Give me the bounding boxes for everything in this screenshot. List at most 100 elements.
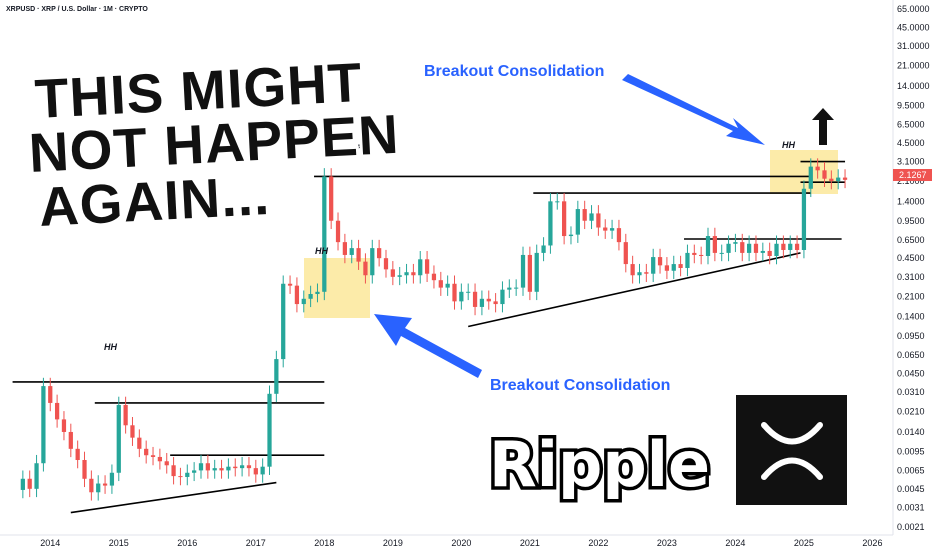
candle-body xyxy=(842,177,848,180)
candle-body xyxy=(774,243,779,257)
candle-body xyxy=(82,460,87,479)
candle-body xyxy=(794,243,800,250)
candle-body xyxy=(657,257,663,266)
candle-body xyxy=(20,478,25,490)
price-tick-label: 0.0450 xyxy=(897,368,925,378)
candle-body xyxy=(753,243,759,253)
candle-body xyxy=(294,285,300,305)
level-line xyxy=(468,252,801,328)
candle-body xyxy=(418,259,423,276)
time-tick-label: 2021 xyxy=(520,538,540,548)
price-tick-label: 0.1400 xyxy=(897,312,925,322)
candle-body xyxy=(746,243,752,253)
candle-body xyxy=(726,243,731,253)
price-axis[interactable]: 65.0000 45.0000 31.0000 21.0000 14.0000 9.500… xyxy=(897,4,930,532)
price-tick-label: 2.1000 xyxy=(897,176,925,186)
hh-label-2018: HH xyxy=(357,143,370,153)
candle-body xyxy=(178,476,183,478)
candle-body xyxy=(411,272,416,276)
price-tick-label: 45.0000 xyxy=(897,23,930,33)
candle-body xyxy=(493,301,498,305)
price-tag-bg xyxy=(893,169,932,181)
candle-body xyxy=(281,283,286,360)
candle-body xyxy=(514,287,519,289)
candle-body xyxy=(678,264,683,268)
candle-body xyxy=(459,291,464,302)
candle-body xyxy=(68,431,73,449)
price-tick-label: 0.0095 xyxy=(897,446,925,456)
candle-body xyxy=(438,280,443,288)
candle-body xyxy=(692,252,697,255)
price-tick-label: 0.0310 xyxy=(897,387,925,397)
candle-body xyxy=(616,228,622,243)
price-tick-label: 0.0045 xyxy=(897,484,925,494)
candle-body xyxy=(267,393,272,467)
candle-body xyxy=(48,386,53,403)
candle-body xyxy=(623,242,628,265)
price-tick-label: 21.0000 xyxy=(897,61,930,71)
hh-label-2014: HH xyxy=(104,342,117,352)
candle-body xyxy=(815,166,820,171)
candle-body xyxy=(404,272,409,276)
candle-body xyxy=(719,252,724,254)
candle-body xyxy=(335,220,341,243)
candle-body xyxy=(96,483,101,493)
candle-body xyxy=(397,275,402,277)
time-tick-label: 2025 xyxy=(794,538,814,548)
candle-body xyxy=(788,243,793,250)
candle-body xyxy=(342,242,347,255)
price-tick-label: 0.0021 xyxy=(897,522,925,532)
time-tick-label: 2015 xyxy=(109,538,129,548)
candle-body xyxy=(150,455,156,457)
hh-label-2017: HH xyxy=(315,246,328,256)
breakout-label-bottom: Breakout Consolidation xyxy=(490,377,670,394)
candle-body xyxy=(157,456,163,462)
price-tick-label: 1.4000 xyxy=(897,196,925,206)
xrp-logo-tile xyxy=(736,395,847,505)
price-tag: 2.1267 xyxy=(899,170,927,180)
candle-body xyxy=(192,470,197,473)
price-tick-label: 3.1000 xyxy=(897,157,925,167)
candle-body xyxy=(596,213,601,228)
candle-body xyxy=(363,261,368,276)
candle-body xyxy=(329,176,334,221)
candle-body xyxy=(836,177,841,182)
candle-body xyxy=(164,461,169,466)
candle-body xyxy=(582,209,587,221)
candle-body xyxy=(137,437,142,449)
price-tick-label: 4.5000 xyxy=(897,138,925,148)
candle-body xyxy=(637,272,642,276)
candle-body xyxy=(54,402,60,420)
candle-body xyxy=(685,252,690,268)
candle-body xyxy=(671,264,676,271)
candle-body xyxy=(445,283,450,288)
candle-body xyxy=(664,265,670,271)
candle-body xyxy=(575,209,580,235)
candle-body xyxy=(507,287,512,290)
candle-body xyxy=(472,291,478,307)
candle-body xyxy=(452,283,457,302)
time-tick-label: 2016 xyxy=(177,538,197,548)
candle-body xyxy=(733,242,738,244)
blue-arrow-top xyxy=(622,74,765,145)
candle-body xyxy=(829,178,834,182)
candle-body xyxy=(144,448,149,456)
candle-body xyxy=(205,463,210,471)
candle-body xyxy=(767,250,772,257)
candle-body xyxy=(219,468,224,471)
price-tick-label: 0.0650 xyxy=(897,350,925,360)
price-tick-label: 0.4500 xyxy=(897,253,925,263)
hh-label-2025: HH xyxy=(782,140,795,150)
price-tick-label: 6.5000 xyxy=(897,119,925,129)
ripple-wordmark: Ripple xyxy=(489,428,710,501)
candle-body xyxy=(109,472,115,486)
time-axis[interactable]: 2014 2015 2016 2017 2018 2019 2020 2021 2022 2023… xyxy=(40,538,882,548)
candle-body xyxy=(322,176,327,292)
candle-body xyxy=(61,419,67,432)
candle-body xyxy=(424,259,430,274)
candle-body xyxy=(370,248,375,276)
time-tick-label: 2024 xyxy=(725,538,745,548)
candle-body xyxy=(383,258,389,270)
candle-body xyxy=(486,298,491,302)
